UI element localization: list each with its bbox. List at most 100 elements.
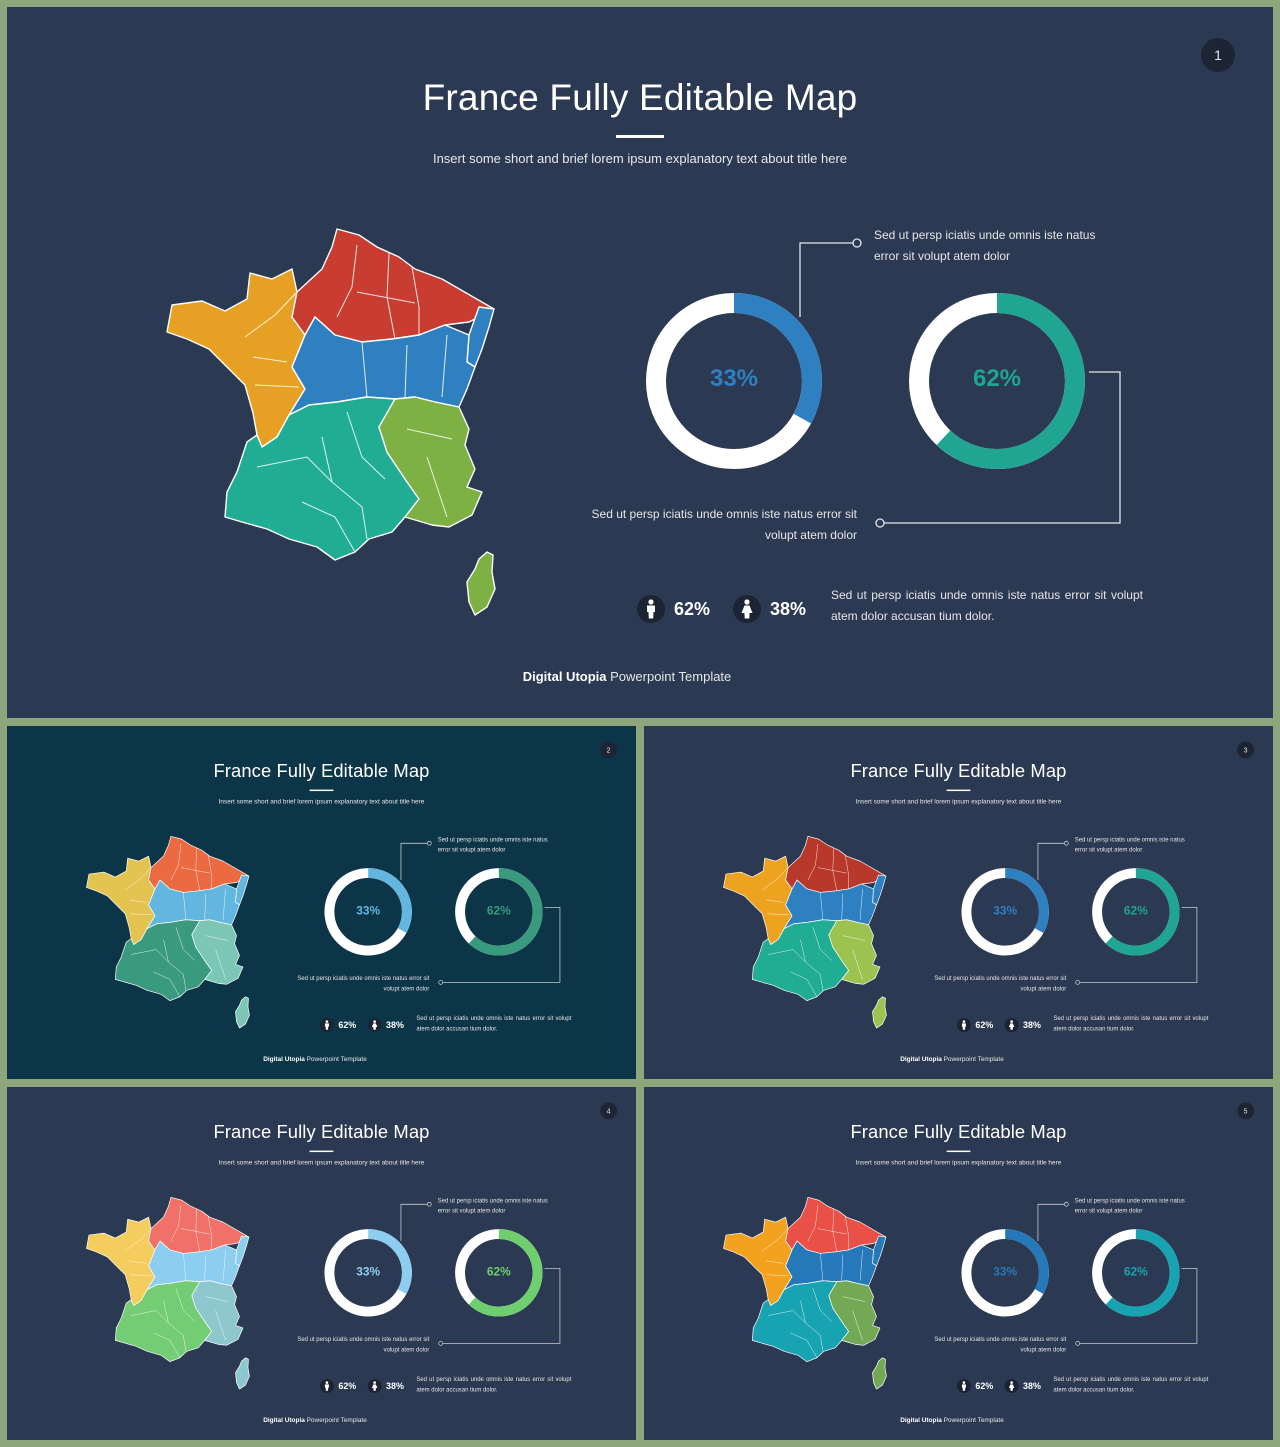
stat-male: 62% <box>956 1018 994 1033</box>
donut-value-arc <box>961 868 1049 956</box>
stat-male: 62% <box>637 594 710 624</box>
stat-description: Sed ut persp iciatis unde omnis iste nat… <box>416 1375 572 1394</box>
slide-4-thumbnail[interactable]: 4 France Fully Editable Map Insert some … <box>7 1087 636 1440</box>
france-map-svg <box>86 1196 250 1390</box>
donut-33-svg <box>961 1229 1049 1317</box>
region-corsica <box>872 996 887 1029</box>
slide-content: 1 France Fully Editable Map Insert some … <box>7 7 1273 718</box>
stat-female: 38% <box>733 594 806 624</box>
slide-1-main[interactable]: 1 France Fully Editable Map Insert some … <box>7 7 1273 718</box>
male-icon <box>647 599 655 619</box>
callout-text-1: Sed ut persp iciatis unde omnis iste nat… <box>437 1196 548 1215</box>
donut-label-62: 62% <box>486 1264 511 1279</box>
donut-label-33: 33% <box>709 365 759 392</box>
slide-subtitle: Insert some short and brief lorem ipsum … <box>432 151 848 166</box>
footer-brand: Digital Utopia <box>900 1054 942 1063</box>
callout-text-2: Sed ut persp iciatis unde omnis iste nat… <box>591 507 857 542</box>
title-underline <box>309 1150 334 1153</box>
connector-dot-1 <box>426 840 432 846</box>
callout-text-1: Sed ut persp iciatis unde omnis iste nat… <box>1074 1196 1185 1215</box>
stat-female: 38% <box>367 1379 404 1394</box>
stat-male-value: 62% <box>975 1019 994 1030</box>
slide-content: 3 France Fully Editable Map Insert some … <box>644 726 1273 1079</box>
department-borders <box>762 1205 866 1358</box>
donut-label-33: 33% <box>993 903 1018 918</box>
donut-value-arc <box>961 1229 1049 1317</box>
department-borders <box>125 844 229 997</box>
stat-description: Sed ut persp iciatis unde omnis iste nat… <box>416 1014 572 1033</box>
france-map-svg <box>166 228 496 616</box>
connector-dot-2 <box>438 1341 444 1346</box>
female-icon <box>1008 1381 1015 1391</box>
slide-content: 4 France Fully Editable Map Insert some … <box>7 1087 636 1440</box>
female-icon-badge <box>367 1018 382 1033</box>
region-south <box>751 1280 850 1363</box>
male-icon <box>961 1381 966 1391</box>
donut-chart-33: 33% <box>323 1228 412 1317</box>
donut-chart-62: 62% <box>1091 1228 1180 1317</box>
connector-dot-1 <box>1063 840 1069 846</box>
france-map <box>82 1191 251 1390</box>
stat-female: 38% <box>1004 1379 1041 1394</box>
male-icon-badge <box>956 1018 971 1033</box>
region-northwest <box>166 268 306 448</box>
slide-footer: Digital Utopia Powerpoint Template <box>644 1416 1260 1423</box>
stat-male: 62% <box>956 1379 994 1394</box>
stat-female-value: 38% <box>386 1019 404 1030</box>
female-icon <box>371 1381 378 1391</box>
france-map <box>157 217 497 617</box>
slide-number: 5 <box>1237 1102 1255 1120</box>
slide-title: France Fully Editable Map <box>422 77 858 118</box>
region-northwest <box>86 1216 156 1306</box>
donut-chart-62: 62% <box>454 867 543 956</box>
slide-3-thumbnail[interactable]: 3 France Fully Editable Map Insert some … <box>644 726 1273 1079</box>
footer-brand: Digital Utopia <box>263 1415 305 1424</box>
donut-chart-33: 33% <box>960 867 1049 956</box>
slide-title: France Fully Editable Map <box>213 1121 430 1143</box>
france-map-svg <box>723 835 887 1029</box>
footer-brand: Digital Utopia <box>522 669 607 684</box>
male-icon <box>324 1020 329 1030</box>
slide-number: 1 <box>1201 38 1235 72</box>
connector-dot-2 <box>875 518 885 528</box>
female-icon <box>371 1020 378 1030</box>
slide-5-thumbnail[interactable]: 5 France Fully Editable Map Insert some … <box>644 1087 1273 1440</box>
slide-number: 3 <box>1237 741 1255 759</box>
donut-chart-62: 62% <box>454 1228 543 1317</box>
stat-male-value: 62% <box>338 1019 357 1030</box>
footer-text: Powerpoint Template <box>941 1054 1004 1063</box>
region-southeast <box>828 1280 881 1346</box>
slide-2-thumbnail[interactable]: 2 France Fully Editable Map Insert some … <box>7 726 636 1079</box>
title-underline <box>946 789 971 792</box>
stat-female: 38% <box>367 1018 404 1033</box>
donut-label-33: 33% <box>356 903 381 918</box>
connector-dot-1 <box>852 238 862 248</box>
slide-content: 5 France Fully Editable Map Insert some … <box>644 1087 1273 1440</box>
callout-text-1: Sed ut persp iciatis unde omnis iste nat… <box>437 835 548 854</box>
callout-text-2: Sed ut persp iciatis unde omnis iste nat… <box>297 1335 430 1353</box>
stat-female-value: 38% <box>1023 1380 1041 1391</box>
department-borders <box>125 1205 229 1358</box>
region-corsica <box>235 1357 250 1390</box>
slide-title: France Fully Editable Map <box>213 760 430 782</box>
male-icon-badge <box>637 595 665 623</box>
female-icon <box>1008 1020 1015 1030</box>
region-south <box>751 919 850 1002</box>
france-map <box>82 830 251 1029</box>
france-map <box>719 830 888 1029</box>
slide-footer: Digital Utopia Powerpoint Template <box>7 1416 623 1423</box>
female-icon-badge <box>1004 1379 1019 1394</box>
stat-female: 38% <box>1004 1018 1041 1033</box>
stat-male-value: 62% <box>338 1380 357 1391</box>
donut-value-arc <box>646 293 822 469</box>
region-corsica <box>235 996 250 1029</box>
region-northwest <box>723 855 793 945</box>
donut-label-62: 62% <box>972 365 1022 392</box>
slide-footer: Digital Utopia Powerpoint Template <box>7 1055 623 1062</box>
stat-female-value: 38% <box>386 1380 404 1391</box>
callout-text-1: Sed ut persp iciatis unde omnis iste nat… <box>874 228 1096 263</box>
stat-male-value: 62% <box>975 1380 994 1391</box>
donut-chart-33: 33% <box>644 291 824 471</box>
title-underline <box>309 789 334 792</box>
stat-description: Sed ut persp iciatis unde omnis iste nat… <box>831 588 1143 623</box>
